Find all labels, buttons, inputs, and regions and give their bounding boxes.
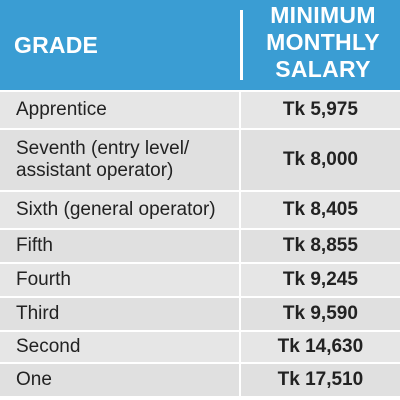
table-row: Sixth (general operator) Tk 8,405 [0,192,400,230]
table-row: Third Tk 9,590 [0,298,400,332]
salary-header-line-3: SALARY [275,56,371,82]
table-row: One Tk 17,510 [0,364,400,398]
grade-cell: Apprentice [0,92,239,128]
table-row: Seventh (entry level/ assistant operator… [0,130,400,192]
header-divider [240,10,243,80]
table-header: GRADE MINIMUM MONTHLY SALARY [0,0,400,90]
grade-cell: Fifth [0,230,239,262]
salary-cell: Tk 8,405 [240,192,400,228]
table-row: Fourth Tk 9,245 [0,264,400,298]
table-row: Fifth Tk 8,855 [0,230,400,264]
salary-cell: Tk 8,855 [240,230,400,262]
table-row: Apprentice Tk 5,975 [0,92,400,130]
grade-cell: Sixth (general operator) [0,192,239,228]
salary-header-line-1: MINIMUM [270,2,376,28]
grade-column-header: GRADE [14,31,99,58]
table-row: Second Tk 14,630 [0,332,400,364]
salary-cell: Tk 9,590 [240,298,400,330]
salary-cell: Tk 5,975 [240,92,400,128]
grade-cell: Second [0,332,239,362]
salary-header-line-2: MONTHLY [266,29,380,55]
grade-cell: One [0,364,239,396]
grade-cell: Seventh (entry level/ assistant operator… [0,130,239,190]
grade-cell: Third [0,298,239,330]
salary-cell: Tk 14,630 [240,332,400,362]
salary-column-header: MINIMUM MONTHLY SALARY [246,2,400,83]
salary-cell: Tk 17,510 [240,364,400,396]
salary-cell: Tk 8,000 [240,130,400,190]
grade-cell: Fourth [0,264,239,296]
salary-cell: Tk 9,245 [240,264,400,296]
